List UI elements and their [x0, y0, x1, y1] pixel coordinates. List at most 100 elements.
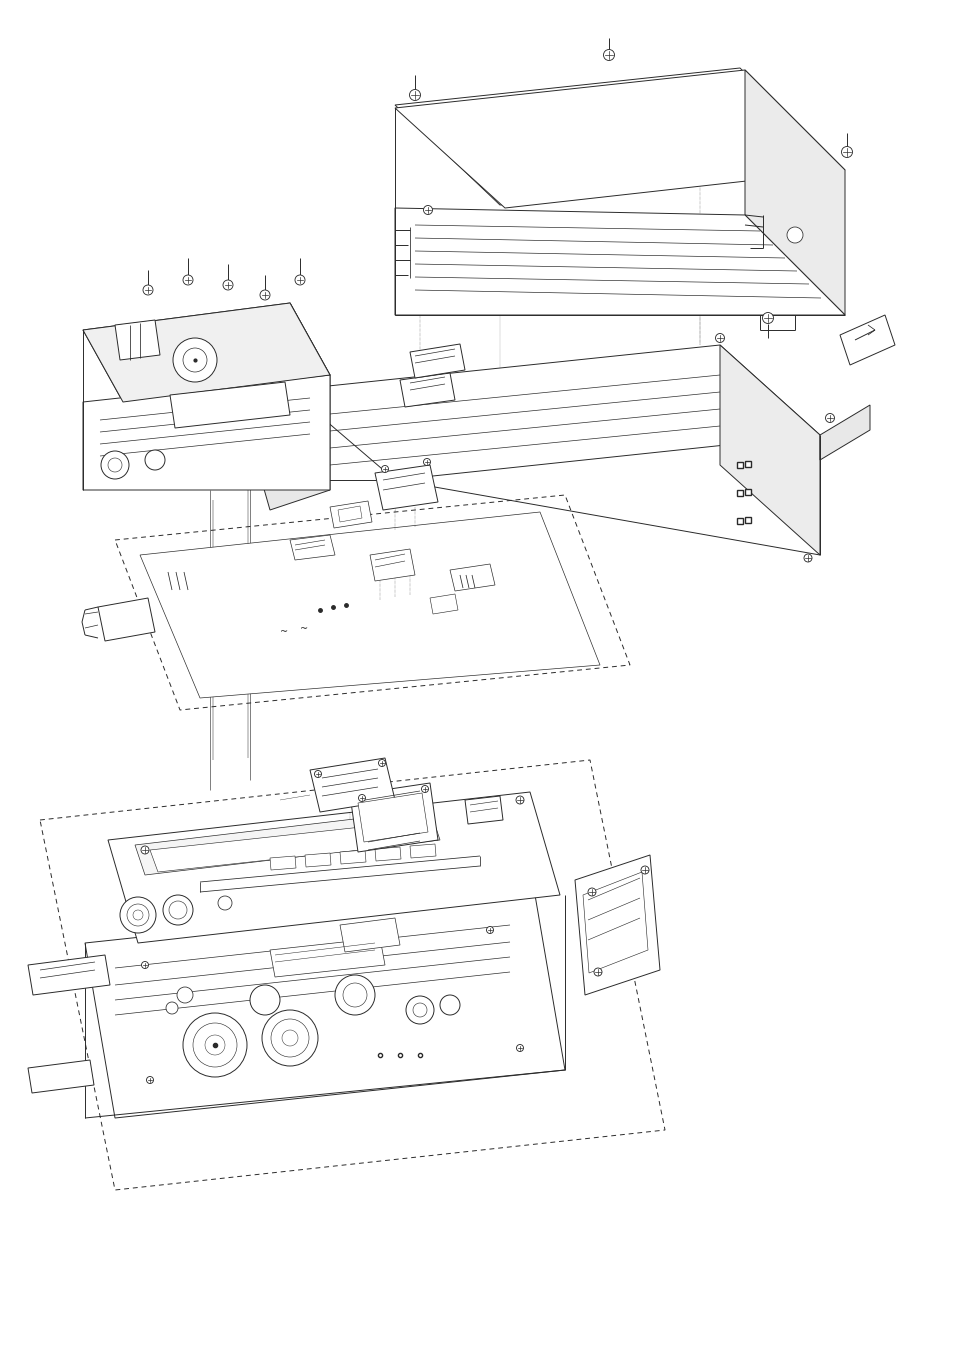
Polygon shape [744, 70, 844, 315]
Circle shape [594, 969, 601, 975]
Circle shape [423, 205, 432, 215]
Polygon shape [83, 376, 330, 490]
Circle shape [640, 866, 648, 874]
Polygon shape [98, 598, 154, 640]
Polygon shape [28, 1061, 94, 1093]
Circle shape [516, 1044, 523, 1051]
Circle shape [141, 962, 149, 969]
Polygon shape [270, 938, 385, 977]
Circle shape [841, 146, 852, 158]
Circle shape [183, 349, 207, 372]
Polygon shape [83, 303, 330, 403]
Circle shape [262, 1011, 317, 1066]
Polygon shape [270, 857, 295, 870]
Circle shape [282, 1029, 297, 1046]
Circle shape [183, 1013, 247, 1077]
Polygon shape [430, 594, 457, 613]
Circle shape [183, 276, 193, 285]
Circle shape [335, 975, 375, 1015]
Circle shape [143, 285, 152, 295]
Polygon shape [339, 917, 399, 952]
Polygon shape [720, 345, 820, 555]
Circle shape [260, 290, 270, 300]
Circle shape [205, 1035, 225, 1055]
Circle shape [343, 984, 367, 1006]
Polygon shape [582, 871, 647, 973]
Polygon shape [83, 303, 330, 403]
Circle shape [486, 927, 493, 934]
Circle shape [141, 846, 149, 854]
Polygon shape [140, 512, 599, 698]
Circle shape [271, 1019, 309, 1056]
Circle shape [761, 312, 773, 323]
Polygon shape [339, 850, 366, 865]
Circle shape [147, 1077, 153, 1084]
Circle shape [250, 985, 280, 1015]
Polygon shape [330, 501, 372, 528]
Circle shape [803, 554, 811, 562]
Circle shape [163, 894, 193, 925]
Circle shape [172, 338, 216, 382]
Polygon shape [410, 345, 464, 378]
Polygon shape [840, 315, 894, 365]
Circle shape [824, 413, 834, 423]
Circle shape [101, 451, 129, 480]
Polygon shape [170, 382, 290, 428]
Circle shape [421, 785, 428, 793]
Polygon shape [357, 793, 428, 842]
Text: ~: ~ [299, 624, 308, 634]
Circle shape [516, 796, 523, 804]
Circle shape [166, 1002, 178, 1015]
Circle shape [439, 994, 459, 1015]
Polygon shape [337, 507, 361, 521]
Circle shape [381, 466, 388, 473]
Circle shape [406, 996, 434, 1024]
Polygon shape [410, 844, 436, 858]
Polygon shape [305, 852, 331, 867]
Polygon shape [28, 955, 110, 994]
Polygon shape [350, 784, 437, 852]
Polygon shape [250, 303, 330, 509]
Circle shape [786, 227, 802, 243]
Circle shape [413, 1002, 427, 1017]
Polygon shape [464, 796, 502, 824]
Polygon shape [150, 825, 388, 871]
Circle shape [423, 458, 430, 466]
Polygon shape [450, 563, 495, 590]
Circle shape [132, 911, 143, 920]
Circle shape [715, 334, 723, 343]
Circle shape [127, 904, 149, 925]
Circle shape [409, 89, 420, 100]
Polygon shape [135, 811, 439, 875]
Polygon shape [290, 535, 335, 561]
Circle shape [294, 276, 305, 285]
Circle shape [218, 896, 232, 911]
Circle shape [314, 770, 321, 777]
Polygon shape [375, 465, 437, 509]
Circle shape [223, 280, 233, 290]
Polygon shape [310, 758, 395, 812]
Polygon shape [395, 208, 844, 315]
Polygon shape [290, 345, 820, 480]
Circle shape [145, 450, 165, 470]
Polygon shape [395, 68, 840, 205]
Circle shape [358, 794, 365, 801]
Circle shape [120, 897, 156, 934]
Circle shape [177, 988, 193, 1002]
Circle shape [169, 901, 187, 919]
Text: ~: ~ [280, 627, 288, 638]
Polygon shape [115, 320, 160, 359]
Polygon shape [108, 792, 559, 943]
Polygon shape [399, 373, 455, 407]
Circle shape [587, 888, 596, 896]
Polygon shape [370, 549, 415, 581]
Polygon shape [395, 70, 844, 208]
Polygon shape [575, 855, 659, 994]
Polygon shape [820, 405, 869, 459]
Circle shape [603, 50, 614, 61]
Circle shape [193, 1023, 236, 1067]
Circle shape [378, 759, 385, 766]
Polygon shape [375, 847, 400, 861]
Circle shape [108, 458, 122, 471]
Polygon shape [85, 894, 564, 1119]
